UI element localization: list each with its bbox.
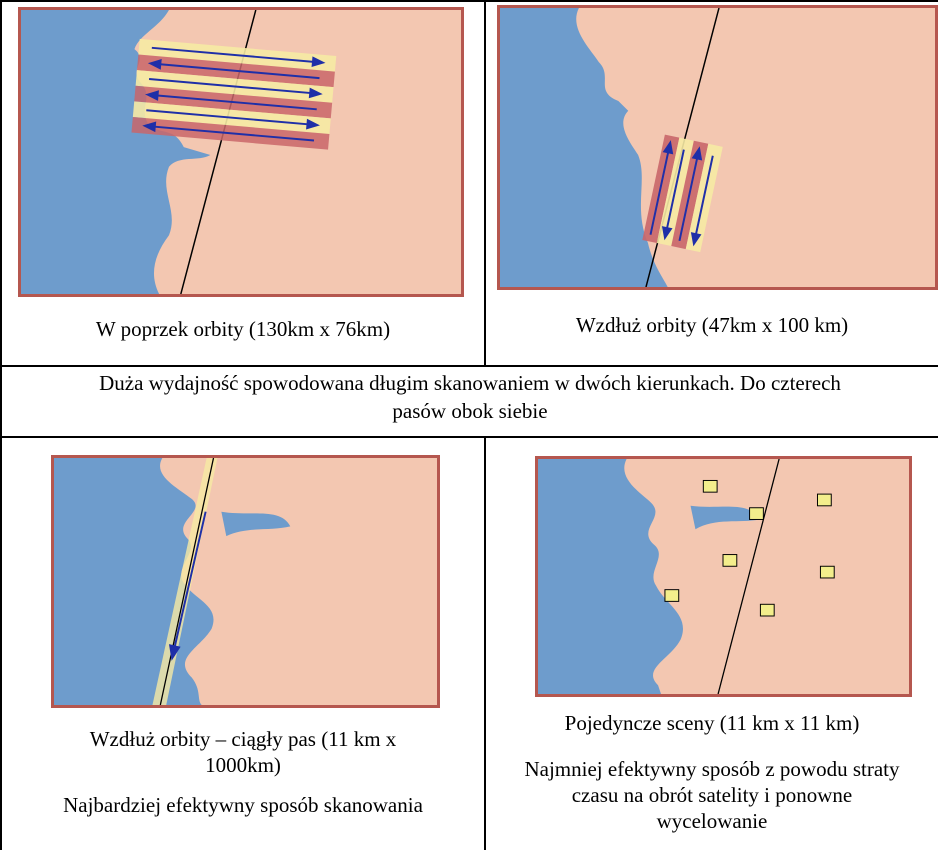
map-along-orbit bbox=[497, 5, 938, 290]
scene-squares bbox=[664, 479, 835, 617]
summary-line-1: Duża wydajność spowodowana długim skanow… bbox=[99, 371, 841, 395]
strip-swath bbox=[152, 458, 218, 705]
caption-along-orbit: Wzdłuż orbity (47km x 100 km) bbox=[575, 313, 849, 337]
water-inlet bbox=[690, 505, 760, 530]
water-inlet bbox=[221, 511, 291, 537]
orbit-line bbox=[717, 459, 780, 694]
map-single-scenes bbox=[535, 456, 912, 697]
table-top-border bbox=[0, 0, 938, 2]
water-area bbox=[500, 8, 668, 287]
table-row-divider-1 bbox=[0, 365, 938, 367]
table-divider-lower bbox=[484, 436, 486, 850]
caption-single-scenes: Pojedyncze sceny (11 km x 11 km) bbox=[564, 711, 860, 735]
map-across-orbit bbox=[18, 7, 464, 297]
water-area bbox=[21, 10, 211, 294]
table-divider-upper bbox=[484, 0, 486, 366]
note-single-line-3: wycelowanie bbox=[656, 809, 768, 833]
note-single-line-1: Najmniej efektywny sposób z powodu strat… bbox=[524, 757, 900, 781]
map-continuous-strip bbox=[51, 455, 440, 708]
table-row-divider-2 bbox=[0, 436, 938, 438]
note-continuous: Najbardziej efektywny sposób skanowania bbox=[63, 793, 423, 817]
caption-across-orbit: W poprzek orbity (130km x 76km) bbox=[95, 317, 391, 341]
summary-line-2: pasów obok siebie bbox=[392, 399, 548, 423]
water-area bbox=[538, 459, 683, 694]
caption-continuous-line-2: 1000km) bbox=[205, 753, 281, 777]
orbit-line bbox=[159, 458, 215, 705]
note-single-line-2: czasu na obrót satelity i ponowne bbox=[571, 783, 853, 807]
caption-continuous-line-1: Wzdłuż orbity – ciągły pas (11 km x bbox=[89, 727, 397, 751]
table-left-border bbox=[0, 0, 2, 850]
swath-group bbox=[131, 38, 337, 150]
swath-group bbox=[642, 134, 723, 253]
